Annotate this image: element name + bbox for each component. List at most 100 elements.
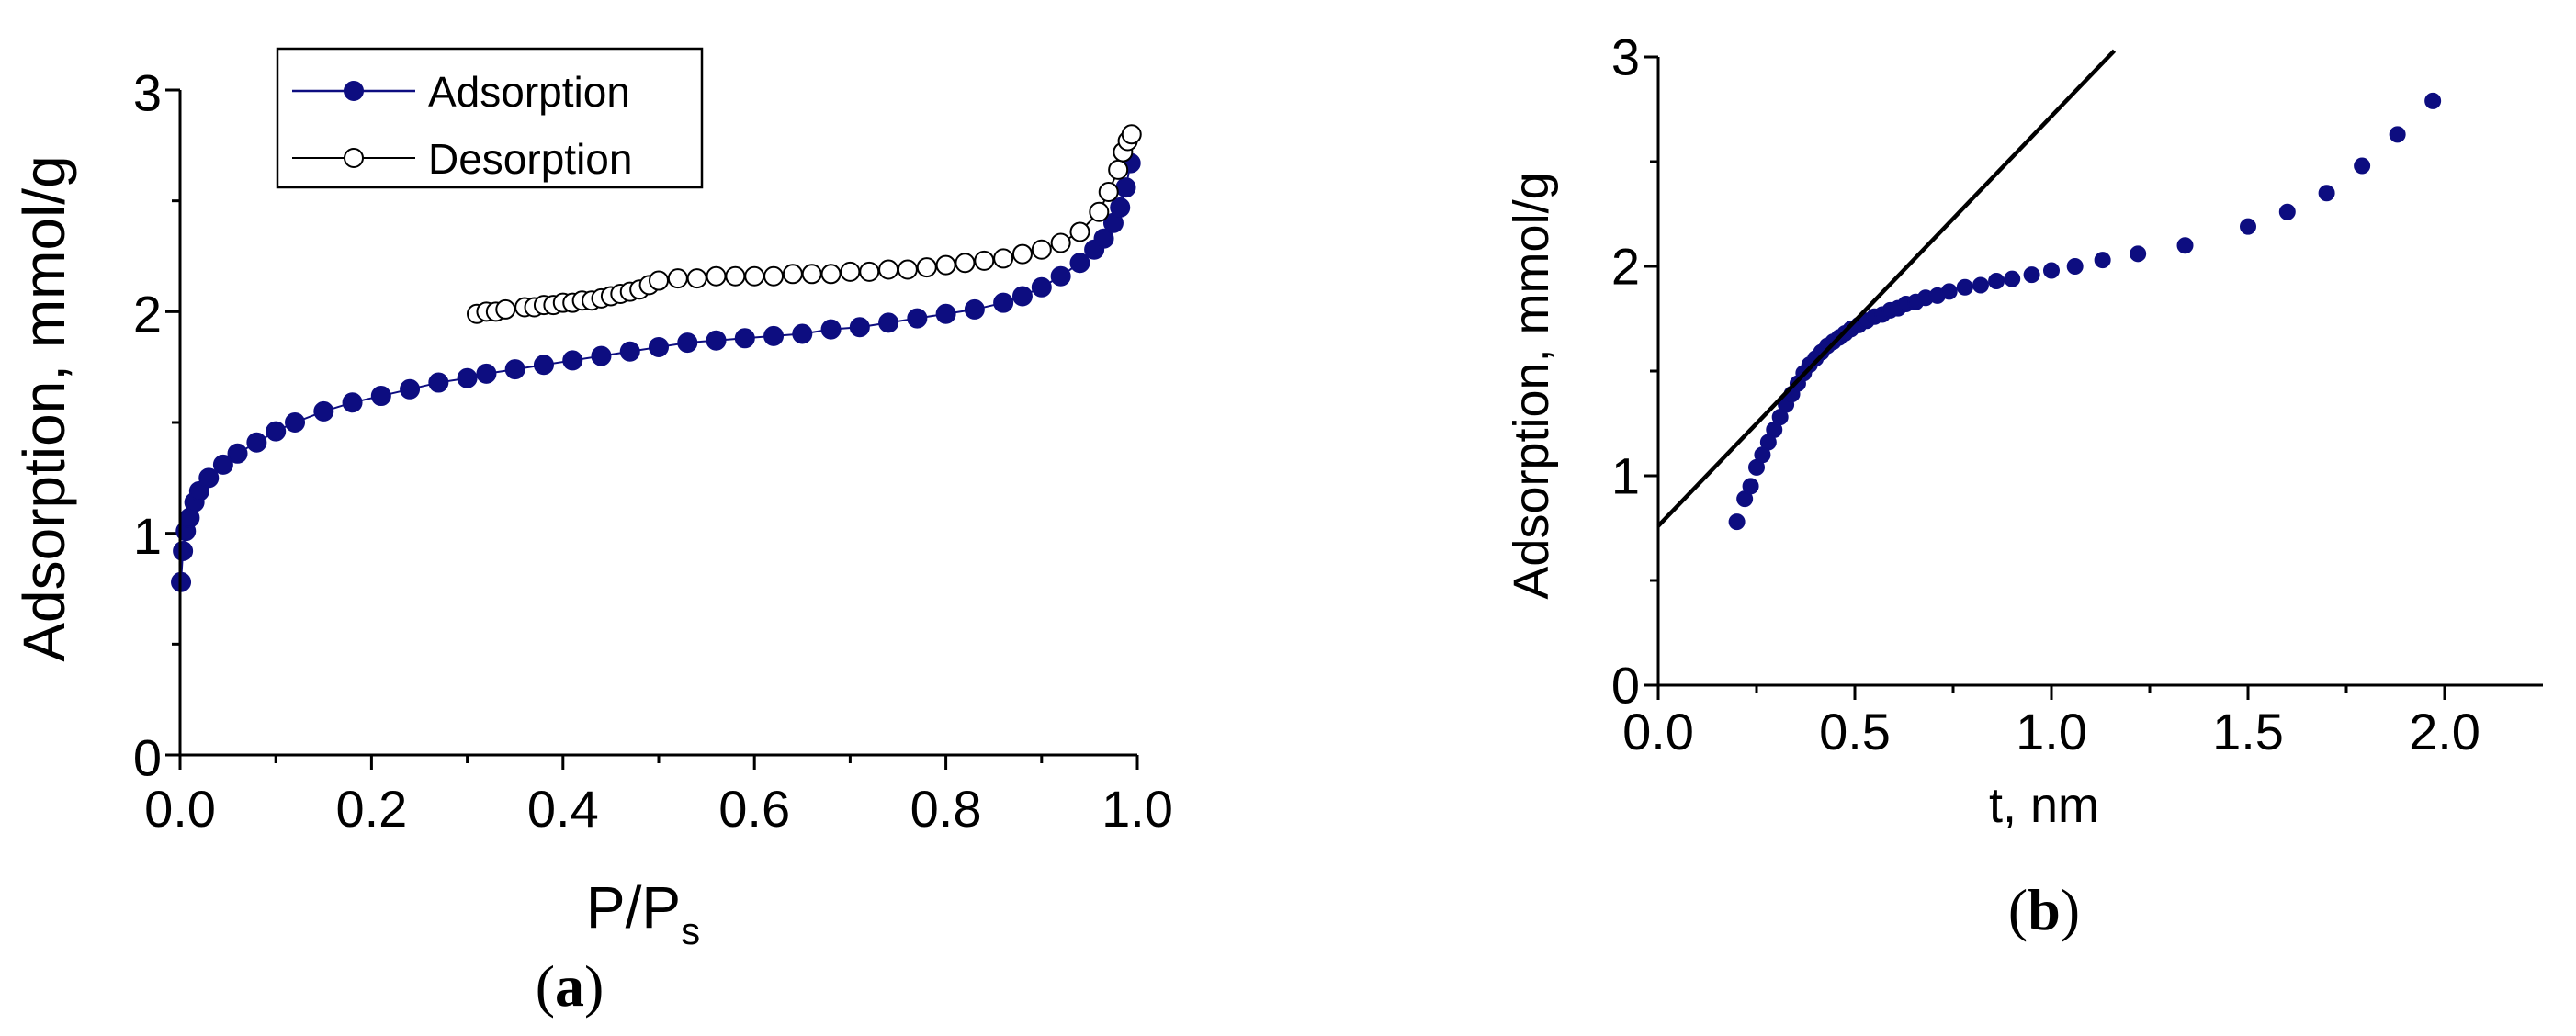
data-point-t-plot [2004, 270, 2021, 287]
data-point-adsorption [993, 292, 1014, 313]
y-tick-label: 1 [1611, 446, 1640, 504]
x-tick-label: 0.0 [1622, 703, 1694, 760]
panel-a-x-axis-title: P/Ps [586, 874, 700, 952]
y-tick-label: 0 [133, 728, 162, 786]
data-point-adsorption [246, 432, 267, 453]
data-point-desorption [955, 253, 976, 274]
panel-a-tick-labels: 0.0 0.2 0.4 0.6 0.8 1.0 0 1 2 3 [133, 63, 1173, 838]
data-point-adsorption [285, 412, 306, 433]
data-point-t-plot [1742, 478, 1759, 495]
data-point-t-plot [2043, 262, 2060, 279]
data-point-adsorption [1050, 265, 1071, 287]
data-point-t-plot [1988, 272, 2005, 289]
data-point-adsorption [1093, 228, 1114, 249]
data-point-adsorption [1031, 276, 1052, 298]
data-point-adsorption [370, 386, 391, 407]
x-tick-label: 0.6 [718, 780, 790, 838]
data-point-adsorption [227, 443, 248, 464]
data-point-adsorption [476, 363, 497, 384]
panel-b-ticks [1644, 55, 2446, 700]
data-point-t-plot [2094, 252, 2111, 269]
x-tick-label: 1.5 [2212, 703, 2284, 760]
data-point-t-plot [1940, 283, 1958, 300]
panel-b-fit-line [1656, 49, 2117, 528]
data-point-adsorption [591, 345, 612, 366]
data-point-desorption [935, 254, 956, 276]
panel-a-x-axis-title-main: P/P [586, 874, 681, 940]
data-point-adsorption [1110, 197, 1131, 218]
panel-b-chart: 0.0 0.5 1.0 1.5 2.0 0 1 2 3 Adsorption, mmol/g t… [1504, 28, 2543, 942]
data-point-desorption [667, 268, 688, 289]
data-point-desorption [897, 259, 918, 280]
data-point-desorption [878, 259, 899, 280]
legend-desorption-label: Desorption [428, 135, 632, 183]
data-point-t-plot [2066, 258, 2084, 275]
panel-b-series [1728, 92, 2442, 531]
y-tick-label: 2 [1611, 237, 1640, 295]
data-point-t-plot [2130, 245, 2147, 263]
data-point-t-plot [2176, 237, 2194, 254]
data-point-desorption [1031, 239, 1052, 260]
data-point-t-plot [2354, 157, 2371, 175]
data-point-desorption [782, 264, 803, 285]
data-point-adsorption [935, 303, 956, 324]
data-point-desorption [706, 265, 727, 287]
data-point-adsorption [677, 332, 698, 354]
data-point-adsorption [1011, 286, 1033, 307]
data-point-t-plot [2023, 266, 2040, 284]
data-point-desorption [1069, 221, 1090, 242]
data-point-adsorption [763, 325, 785, 346]
x-tick-label: 0.8 [910, 780, 982, 838]
panel-a-legend: Adsorption Desorption [276, 47, 704, 189]
x-tick-label: 0.5 [1819, 703, 1891, 760]
legend-desorption-marker [344, 148, 364, 168]
data-point-desorption [744, 265, 765, 287]
panel-a-y-axis-title: Adsorption, mmol/g [11, 155, 77, 661]
data-point-adsorption [342, 392, 363, 413]
y-tick-label: 0 [1611, 656, 1640, 714]
y-tick-label: 3 [1611, 28, 1640, 85]
panel-a-series [171, 124, 1142, 592]
data-point-desorption [725, 265, 746, 287]
data-point-adsorption [428, 372, 449, 393]
data-point-desorption [1098, 182, 1119, 203]
data-point-adsorption [619, 341, 640, 362]
panel-a-ticks [165, 88, 1139, 770]
data-point-t-plot [2424, 92, 2442, 109]
data-point-t-plot [2318, 185, 2335, 202]
data-point-desorption [916, 257, 937, 278]
data-point-desorption [801, 264, 822, 285]
data-point-t-plot [2278, 203, 2296, 220]
x-tick-label: 0.2 [335, 780, 407, 838]
panel-b-caption: (b) [2008, 877, 2080, 942]
data-point-adsorption [212, 454, 233, 475]
data-point-adsorption [457, 367, 478, 388]
data-point-adsorption [820, 319, 842, 340]
panel-a-x-axis-title-sub: s [681, 909, 700, 952]
data-point-desorption [840, 261, 861, 282]
data-point-adsorption [313, 400, 334, 422]
panel-b-y-axis-title: Adsorption, mmol/g [1504, 172, 1559, 599]
panel-a-caption: (a) [536, 953, 604, 1019]
data-point-desorption [1121, 124, 1142, 145]
y-tick-label: 1 [133, 507, 162, 565]
panel-b-x-axis-title: t, nm [1989, 778, 2099, 833]
series-line-adsorption [180, 163, 1132, 582]
y-tick-label: 2 [133, 286, 162, 343]
data-point-t-plot [2389, 126, 2406, 143]
data-point-desorption [495, 298, 516, 320]
data-point-adsorption [400, 378, 421, 400]
data-point-t-plot [2240, 218, 2256, 235]
legend-adsorption-label: Adsorption [428, 68, 630, 116]
data-point-desorption [1108, 159, 1129, 180]
data-point-desorption [1089, 201, 1110, 222]
data-point-adsorption [792, 323, 813, 344]
panel-b-tick-labels: 0.0 0.5 1.0 1.5 2.0 0 1 2 3 [1611, 28, 2480, 760]
data-point-adsorption [1069, 253, 1090, 274]
data-point-adsorption [266, 421, 287, 442]
data-point-t-plot [1956, 278, 1973, 296]
data-point-adsorption [878, 312, 899, 333]
data-point-desorption [649, 270, 669, 291]
data-point-adsorption [849, 317, 870, 338]
